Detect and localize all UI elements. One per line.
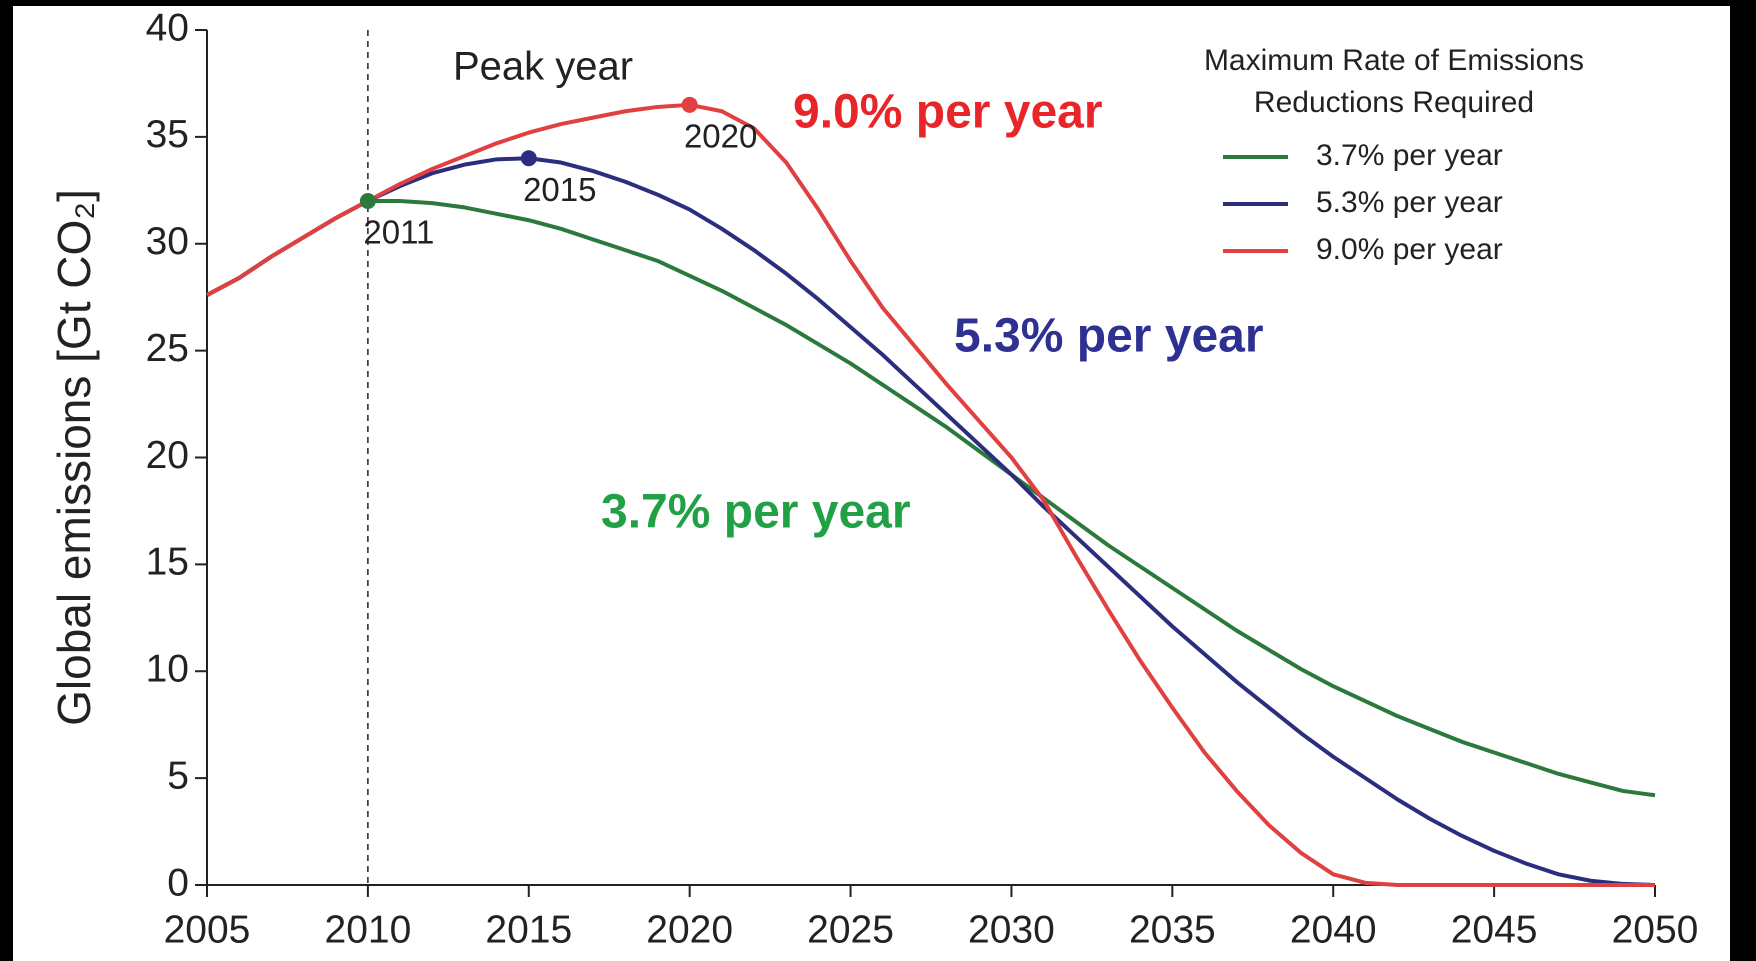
y-tick-label: 20 (146, 434, 189, 477)
x-tick-label: 2035 (1129, 908, 1216, 951)
y-tick-label: 30 (146, 220, 189, 263)
y-tick-label: 10 (146, 648, 189, 691)
peak-marker (681, 96, 698, 113)
y-tick-label: 0 (167, 861, 189, 904)
x-tick-label: 2050 (1612, 908, 1699, 951)
x-tick-label: 2020 (646, 908, 733, 951)
x-tick-label: 2010 (325, 908, 412, 951)
legend-label: 3.7% per year (1316, 139, 1503, 172)
x-tick-label: 2040 (1290, 908, 1377, 951)
y-tick-label: 35 (146, 113, 189, 156)
y-tick-label: 25 (146, 327, 189, 370)
legend-label: 5.3% per year (1316, 186, 1503, 219)
legend-title: Maximum Rate of Emissions (1204, 44, 1584, 77)
y-tick-label: 5 (167, 754, 189, 797)
series-line (206, 102, 1655, 887)
legend-title: Reductions Required (1254, 86, 1534, 119)
inline-series-label: 5.3% per year (954, 310, 1264, 363)
x-tick-label: 2045 (1451, 908, 1538, 951)
peak-label: 2020 (684, 118, 757, 155)
x-tick-label: 2030 (968, 908, 1055, 951)
peak-marker (359, 193, 376, 209)
peak-marker (520, 150, 537, 167)
legend-label: 9.0% per year (1316, 233, 1503, 266)
x-tick-label: 2025 (807, 908, 894, 951)
y-tick-label: 15 (146, 541, 189, 584)
peak-label: 2011 (363, 214, 434, 251)
series-line (206, 156, 1656, 887)
inline-series-label: 9.0% per year (793, 86, 1103, 139)
chart-background (13, 6, 1730, 961)
x-tick-label: 2015 (485, 908, 572, 951)
x-tick-label: 2005 (164, 908, 251, 951)
series-line (206, 199, 1656, 798)
y-tick-label: 40 (146, 6, 189, 49)
peak-label: 2015 (523, 171, 596, 208)
inline-series-label: 3.7% per year (601, 486, 911, 539)
y-axis-label: Global emissions [Gt CO₂] (48, 189, 100, 726)
peak-year-label: Peak year (453, 45, 633, 89)
